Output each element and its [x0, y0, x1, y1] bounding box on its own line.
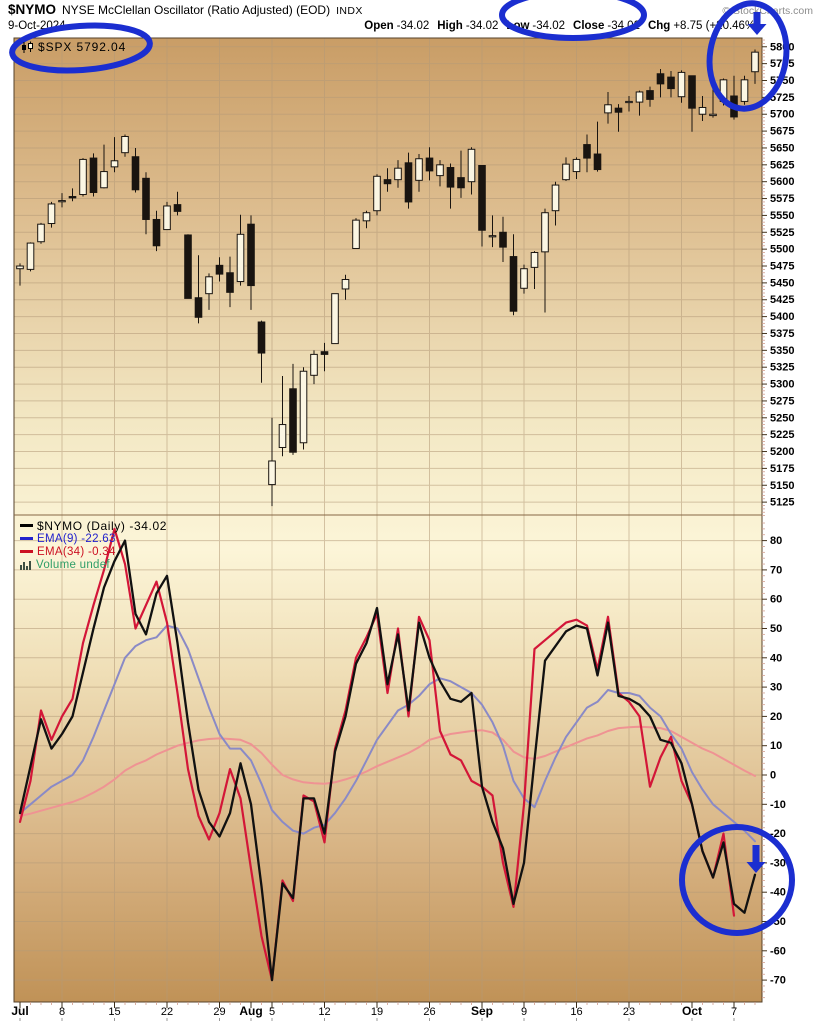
x-tick-label: 29 — [213, 1006, 225, 1018]
annotation-circle-1 — [499, 0, 647, 41]
ohlc-item-open: Open -34.02 — [364, 20, 430, 32]
annotation-circle-3 — [679, 824, 795, 936]
y-tick-label: 5200 — [770, 446, 794, 458]
chart-exchange: INDX — [336, 5, 363, 17]
oscillator-line-series — [18, 527, 757, 982]
y-tick-label: 5150 — [770, 480, 794, 492]
legend-label: Volume undef — [36, 558, 110, 571]
y-tick-label: 5275 — [770, 395, 794, 407]
ohlc-readout: Open -34.02 High -34.02 Low -34.02 Close -34.02… — [364, 20, 759, 32]
x-tick-label: 19 — [371, 1006, 383, 1018]
x-tick-label: Jul — [11, 1004, 28, 1018]
annotation-circle-2 — [706, 0, 790, 112]
y-tick-label: -10 — [770, 799, 786, 811]
y-tick-label: 5575 — [770, 193, 794, 205]
y-tick-label: 5550 — [770, 210, 794, 222]
y-tick-label: 80 — [770, 535, 782, 547]
x-tick-label: 9 — [521, 1006, 527, 1018]
y-tick-label: 5250 — [770, 412, 794, 424]
y-tick-label: 5125 — [770, 497, 794, 509]
spx-overlay-label: $SPX 5792.04 — [21, 40, 126, 54]
x-tick-label: 15 — [108, 1006, 120, 1018]
y-tick-label: -60 — [770, 945, 786, 957]
y-tick-label: 5375 — [770, 328, 794, 340]
x-tick-label: 23 — [623, 1006, 635, 1018]
volume-bars-icon — [20, 560, 33, 570]
legend-label: $NYMO (Daily) -34.02 — [37, 518, 168, 533]
y-axis: 5800577557505725570056755650562556005575… — [762, 39, 794, 999]
ohlc-item-high: High -34.02 — [437, 20, 499, 32]
y-tick-label: -30 — [770, 857, 786, 869]
y-tick-label: 5800 — [770, 41, 794, 53]
line-2 — [19, 725, 756, 817]
legend-swatch — [20, 537, 33, 540]
legend-item-nymo: $NYMO (Daily) -34.02 — [20, 518, 168, 533]
x-tick-label: 12 — [318, 1006, 330, 1018]
y-tick-label: 5450 — [770, 277, 794, 289]
y-tick-label: -40 — [770, 887, 786, 899]
y-tick-label: 5400 — [770, 311, 794, 323]
panel-borders — [13, 37, 763, 1003]
x-tick-label: 8 — [59, 1006, 65, 1018]
chart-subheader: 9-Oct-2024 Open -34.02 High -34.02 Low -34.02… — [8, 20, 759, 32]
y-tick-label: 5225 — [770, 429, 794, 441]
x-tick-label: 16 — [570, 1006, 582, 1018]
y-tick-label: 5350 — [770, 345, 794, 357]
annotation-circle-0 — [9, 22, 153, 74]
y-tick-label: 40 — [770, 652, 782, 664]
y-tick-label: 30 — [770, 682, 782, 694]
y-tick-label: 0 — [770, 770, 776, 782]
y-tick-label: 10 — [770, 740, 782, 752]
chart-title: NYSE McClellan Oscillator (Ratio Adjuste… — [62, 3, 331, 17]
x-tick-label: 26 — [423, 1006, 435, 1018]
line-1 — [19, 624, 756, 843]
annotation-down-arrow-0 — [747, 12, 767, 35]
legend-item-volume: Volume undef — [20, 558, 167, 571]
y-tick-label: 5725 — [770, 92, 794, 104]
y-tick-label: 5475 — [770, 261, 794, 273]
legend-item-ema34: EMA(34) -0.34 — [20, 545, 167, 558]
candlestick-icon — [22, 41, 33, 53]
annotations — [9, 0, 795, 936]
y-tick-label: 5675 — [770, 126, 794, 138]
y-tick-label: 70 — [770, 564, 782, 576]
y-tick-label: 5325 — [770, 362, 794, 374]
y-tick-label: 5625 — [770, 159, 794, 171]
y-tick-label: -70 — [770, 975, 786, 987]
annotation-down-arrow-1 — [746, 845, 766, 873]
x-tick-label: 22 — [161, 1006, 173, 1018]
y-tick-label: 5500 — [770, 244, 794, 256]
y-tick-label: 60 — [770, 594, 782, 606]
legend-label: EMA(9) -22.63 — [37, 532, 116, 545]
x-tick-label: Sep — [471, 1004, 493, 1018]
oscillator-legend: $NYMO (Daily) -34.02 EMA(9) -22.63 EMA(34)… — [20, 519, 167, 571]
x-axis: Jul 8 15 22 29 Aug 5 12 19 26 Sep 9 16 23 Oct 7 — [11, 1002, 756, 1021]
y-tick-label: 5600 — [770, 176, 794, 188]
y-tick-label: 5425 — [770, 294, 794, 306]
x-tick-label: Oct — [682, 1004, 702, 1018]
spx-overlay-text: $SPX 5792.04 — [38, 40, 127, 54]
y-tick-label: 5175 — [770, 463, 794, 475]
chart-symbol: $NYMO — [8, 2, 57, 17]
y-tick-label: 5300 — [770, 379, 794, 391]
y-tick-label: 20 — [770, 711, 782, 723]
spx-candlestick-series — [16, 49, 759, 507]
legend-swatch — [20, 550, 33, 553]
legend-item-ema9: EMA(9) -22.63 — [20, 532, 167, 545]
y-tick-label: 50 — [770, 623, 782, 635]
x-tick-label: 5 — [269, 1006, 275, 1018]
y-tick-label: 5525 — [770, 227, 794, 239]
legend-swatch — [20, 524, 33, 527]
x-tick-label: Aug — [239, 1004, 262, 1018]
legend-label: EMA(34) -0.34 — [37, 545, 116, 558]
line-0 — [18, 539, 757, 982]
y-tick-label: 5700 — [770, 109, 794, 121]
x-tick-label: 7 — [731, 1006, 737, 1018]
y-tick-label: 5650 — [770, 142, 794, 154]
